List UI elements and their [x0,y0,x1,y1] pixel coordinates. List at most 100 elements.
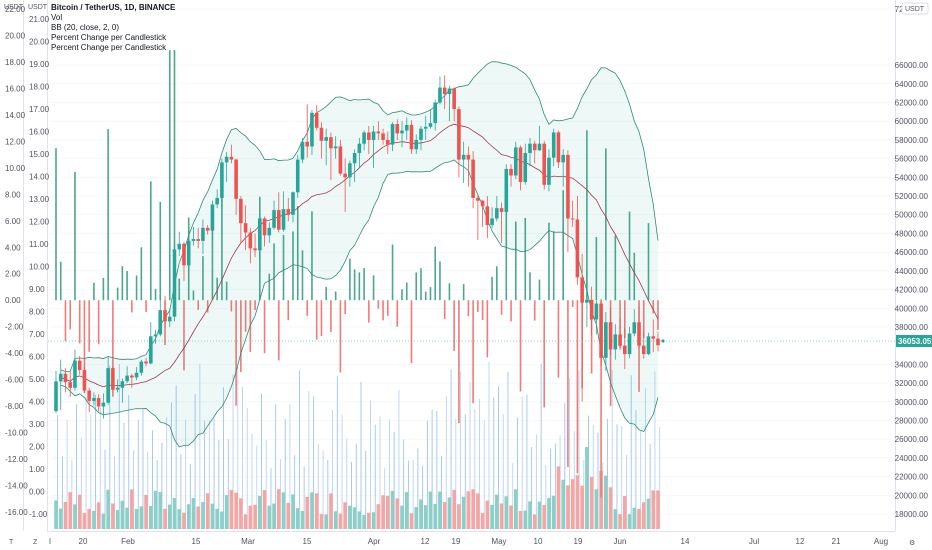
pct1-tick-label: 12.00 [5,137,26,146]
pc-bar [543,300,546,408]
legend-bb[interactable]: BB (20, close, 2, 0) [51,23,119,32]
pct2-tick-label: 14.00 [29,173,50,182]
pc-bar [126,271,128,301]
pc2-bar [128,395,130,529]
volume-bar [163,508,167,529]
pc2-bar [289,404,291,529]
candle-body [348,163,352,178]
pc-bar [405,282,408,301]
pc-bar [429,287,432,301]
pc2-bar [498,386,499,529]
pct1-tick-label: -4.00 [5,349,24,358]
pc2-bar [512,463,514,529]
volume-bar [376,504,381,529]
pc2-bar [607,418,608,529]
volume-bar [457,504,461,529]
volume-bar [177,509,182,529]
volume-bar [589,476,594,529]
zoom-toggle-button[interactable]: Z [33,539,38,546]
pc2-bar [265,439,267,529]
price-tick-label: 18000.00 [895,510,929,519]
pc-bar [325,286,327,301]
legend-symbol[interactable]: Bitcoin / TetherUS, 1D, BINANCE [51,3,176,12]
candle-body [362,132,366,144]
pc-bar [292,231,294,301]
pc-bar [505,172,508,301]
pc-bar [590,300,593,374]
price-tick-label: 28000.00 [895,416,929,425]
right-unit-box[interactable] [901,2,929,15]
pc-bar [396,300,399,327]
volume-bar [92,510,96,529]
candle-body [381,133,385,140]
volume-bar [253,504,257,529]
pc-bar [358,272,361,301]
volume-bar [314,493,319,529]
pc-bar [206,300,209,313]
pc-bar [410,300,413,364]
pc2-bar [61,456,63,529]
pc2-bar [317,443,319,529]
pc-bar [282,234,285,301]
time-tick-label: Jun [614,537,627,546]
pc2-bar [516,417,518,529]
volume-bar [144,494,148,529]
pc-bar [614,235,617,301]
candle-body [134,372,139,378]
pc2-bar [569,377,571,529]
pc-bar [311,211,313,301]
pc-bar [524,217,527,301]
pc2-bar [336,376,338,529]
pc2-bar [389,419,390,529]
pc-bar [202,256,204,301]
pc2-bar [90,414,92,529]
candle-body [442,87,447,95]
time-tick-label: l [49,537,51,546]
candle-body [243,223,248,233]
candle-body [352,153,357,164]
pc-bar [216,277,218,301]
pc-bar [391,244,394,301]
pc2-bar [227,439,229,529]
volume-bar [637,508,641,529]
volume-bar [599,470,603,529]
candle-body [485,206,490,226]
volume-bar [542,504,547,529]
right-axis-unit[interactable]: USDT [905,6,925,13]
pc2-bar [412,459,414,529]
legend-pc2[interactable]: Percent Change per Candlestick [51,43,167,52]
candle-body [604,322,608,358]
price-tick-label: 38000.00 [895,323,929,332]
candle-body [400,130,404,134]
volume-bar [400,505,404,529]
pc2-bar [431,409,433,529]
pc-bar [595,237,598,301]
pc-bar [330,300,332,332]
volume-bar [442,502,447,529]
time-tick-label: May [491,537,506,546]
pc2-bar [502,413,504,529]
timezone-toggle-button[interactable]: T [9,539,14,546]
volume-bar [120,500,125,529]
candle-body [186,240,191,266]
pc2-bar [104,449,106,529]
pc-bar [131,300,133,313]
volume-bar [608,487,613,529]
settings-gear-icon[interactable]: ⚙ [909,539,915,547]
pc-bar [647,223,650,301]
candle-body [258,218,262,251]
candle-body [87,390,91,401]
candle-body [319,127,324,141]
pc2-bar [370,400,371,529]
legend-pc1[interactable]: Percent Change per Candlestick [51,33,167,42]
pc2-bar [85,396,87,529]
pc-bar [600,300,602,498]
legend-vol[interactable]: Vol [51,13,62,22]
volume-bar [471,489,475,529]
volume-bar [381,495,385,529]
volume-bar [82,513,87,529]
volume-bar [243,514,248,529]
candle-body [523,153,528,183]
left-axis-1-unit: USDT [4,4,24,11]
